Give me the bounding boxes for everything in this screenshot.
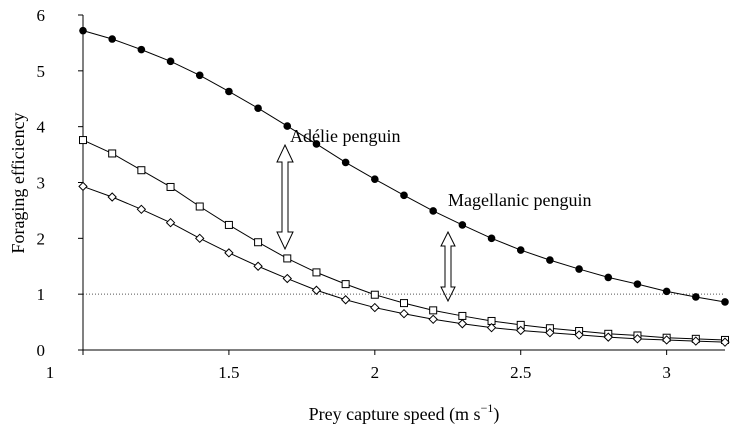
marker [282,273,292,284]
y-tick-label: 4 [37,118,46,137]
marker [458,311,467,320]
marker [516,246,525,254]
marker [137,45,146,54]
y-tick-label: 0 [37,341,46,360]
marker [254,104,262,113]
marker [78,181,88,192]
marker [370,290,379,299]
marker [633,280,642,288]
x-axis-label-close: ) [493,404,499,425]
marker [283,122,292,130]
marker [79,26,87,35]
marker [341,158,350,167]
marker [107,192,117,202]
marker [429,207,437,215]
marker [486,322,497,333]
marker [458,221,467,229]
marker [370,302,380,313]
marker [283,254,292,263]
marker [166,182,175,191]
marker [400,191,408,200]
marker [400,299,408,308]
marker [79,136,87,145]
marker [195,233,205,244]
marker [662,287,671,296]
x-tick-label: 3 [662,363,671,382]
marker [195,202,204,211]
marker [165,217,176,228]
marker [312,268,321,277]
marker [108,35,116,43]
marker [720,337,730,347]
series-line [82,185,726,343]
marker [721,298,729,306]
marker [340,295,351,305]
marker [136,204,147,215]
series-line [82,30,726,303]
annotation: Adélie penguin [290,126,400,146]
x-axis-label: Prey capture speed (m s−1) [309,401,500,425]
x-axis-label-sup: −1 [481,401,494,415]
marker [546,256,554,264]
marker [225,87,233,96]
marker [457,319,468,329]
marker [661,335,672,345]
annotation: Magellanic penguin [448,190,591,210]
marker [487,234,496,243]
marker [311,285,322,295]
arrow [440,230,456,303]
marker [312,140,321,148]
x-tick-label: 1 [46,363,55,382]
x-tick-label: 2.5 [510,363,531,382]
y-tick-label: 6 [37,6,46,25]
marker [692,293,700,301]
marker [603,332,613,342]
x-tick-label: 2 [371,363,380,382]
marker [428,314,438,324]
marker [516,325,526,336]
marker [224,248,234,258]
marker [166,57,175,66]
marker [253,261,263,271]
marker [691,336,701,346]
marker [574,330,584,340]
marker [632,334,643,344]
marker [604,273,613,282]
marker [341,280,350,289]
y-tick-label: 3 [37,174,46,193]
marker [224,220,233,229]
arrow [276,143,294,251]
x-axis-label-text: Prey capture speed (m s [309,404,481,425]
y-tick-label: 2 [37,229,46,248]
marker [195,71,204,80]
y-axis-label: Foraging efficiency [8,112,28,253]
x-tick-label: 1.5 [218,363,239,382]
y-tick-label: 5 [37,62,46,81]
marker [545,327,555,338]
marker [254,238,263,247]
marker [429,306,438,315]
marker [137,166,146,175]
marker [575,265,583,273]
marker [399,309,409,319]
y-tick-label: 1 [37,285,46,304]
marker [108,149,117,158]
marker [371,175,379,183]
